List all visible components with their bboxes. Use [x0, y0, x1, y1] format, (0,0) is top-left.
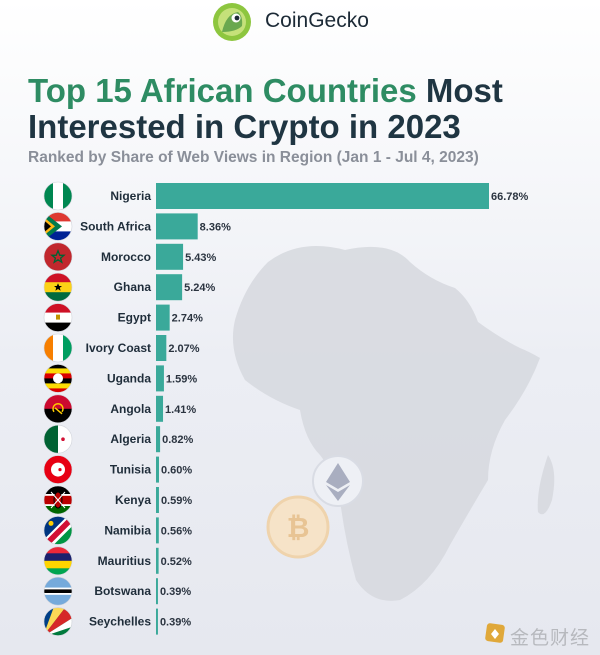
value-label: 2.07%: [168, 343, 199, 355]
ivory-coast-flag-icon: [44, 334, 72, 362]
tunisia-flag-icon: [44, 455, 72, 484]
bar: [156, 304, 170, 331]
flag-outline: [43, 242, 73, 272]
bar: [156, 395, 164, 422]
value-label: 1.41%: [165, 404, 196, 416]
value-label: 0.59%: [161, 495, 192, 507]
flag-outline: [43, 394, 73, 424]
watermark-text: 金色财经: [510, 628, 591, 649]
bar: [156, 426, 161, 453]
category-label: Angola: [110, 402, 151, 416]
botswana-flag-icon: [44, 577, 72, 606]
flag-outline: [43, 272, 73, 302]
bar: [156, 274, 183, 301]
value-label: 8.36%: [200, 221, 231, 233]
flag-outline: [43, 364, 73, 393]
value-label: 0.56%: [161, 525, 192, 537]
flag-outline: [43, 546, 73, 576]
bar: [156, 517, 159, 544]
category-label: Morocco: [101, 250, 151, 264]
category-label: Mauritius: [98, 554, 152, 568]
kenya-flag-icon: [44, 486, 72, 514]
value-label: 5.43%: [185, 252, 216, 264]
flag-outline: [43, 455, 73, 484]
nigeria-flag-icon: [44, 182, 72, 210]
value-label: 66.78%: [491, 191, 529, 203]
coingecko-logo-icon: [213, 3, 251, 41]
south-africa-flag-icon: [44, 212, 72, 241]
category-label: Botswana: [94, 584, 151, 598]
category-label: Ghana: [114, 280, 152, 294]
value-label: 0.39%: [160, 586, 191, 598]
value-label: 0.39%: [160, 617, 191, 629]
header: CoinGecko: [0, 0, 600, 42]
category-label: Kenya: [115, 493, 151, 507]
chart-title: Top 15 African Countries Most Interested…: [28, 73, 588, 145]
bar: [156, 243, 184, 270]
bar: [156, 365, 164, 392]
title-line2: Interested in Crypto in 2023: [28, 108, 461, 145]
flag-outline: [43, 607, 73, 636]
category-label: Egypt: [118, 311, 151, 325]
flag-outline: [43, 333, 73, 363]
brand-name: CoinGecko: [265, 9, 369, 32]
namibia-flag-icon: [44, 516, 72, 545]
ethereum-coin-icon: [312, 455, 364, 507]
category-label: Algeria: [110, 432, 151, 446]
category-label: Seychelles: [89, 615, 151, 629]
value-label: 2.74%: [172, 313, 203, 325]
chart-subtitle: Ranked by Share of Web Views in Region (…: [28, 149, 479, 166]
bitcoin-coin-icon: ₿: [266, 495, 330, 559]
bar: [156, 608, 158, 635]
seychelles-flag-icon: [44, 607, 72, 636]
title-highlight: Top 15 African Countries: [28, 72, 417, 109]
bar: [156, 547, 159, 574]
category-label: Ivory Coast: [86, 341, 151, 355]
bar: [156, 456, 159, 483]
algeria-flag-icon: [44, 425, 72, 454]
bar: [156, 335, 167, 361]
flag-outline: [43, 181, 73, 211]
mauritius-flag-icon: [44, 546, 72, 575]
flag-outline: [43, 212, 73, 241]
flag-outline: [43, 576, 73, 606]
bar: [156, 213, 198, 240]
flag-outline: [43, 303, 73, 332]
angola-flag-icon: [44, 394, 72, 423]
egypt-flag-icon: [44, 303, 72, 332]
category-label: Tunisia: [110, 463, 151, 477]
category-label: Namibia: [104, 523, 151, 537]
bar: [156, 487, 159, 513]
category-label: Uganda: [107, 371, 151, 385]
category-label: South Africa: [80, 219, 151, 233]
bar: [156, 183, 489, 209]
uganda-flag-icon: [44, 364, 72, 393]
value-label: 0.82%: [162, 434, 193, 446]
value-label: 0.52%: [161, 556, 192, 568]
value-label: 5.24%: [184, 282, 215, 294]
flag-outline: [43, 516, 73, 545]
title-rest: Most: [425, 72, 503, 109]
flag-outline: [43, 424, 73, 454]
value-label: 0.60%: [161, 465, 192, 477]
ghana-flag-icon: [44, 273, 72, 302]
morocco-flag-icon: [44, 242, 72, 271]
flag-outline: [43, 485, 73, 515]
jinse-watermark-icon: [485, 623, 505, 643]
svg-text:₿: ₿: [287, 512, 310, 543]
bar: [156, 578, 158, 605]
category-label: Nigeria: [110, 189, 151, 203]
value-label: 1.59%: [166, 373, 197, 385]
